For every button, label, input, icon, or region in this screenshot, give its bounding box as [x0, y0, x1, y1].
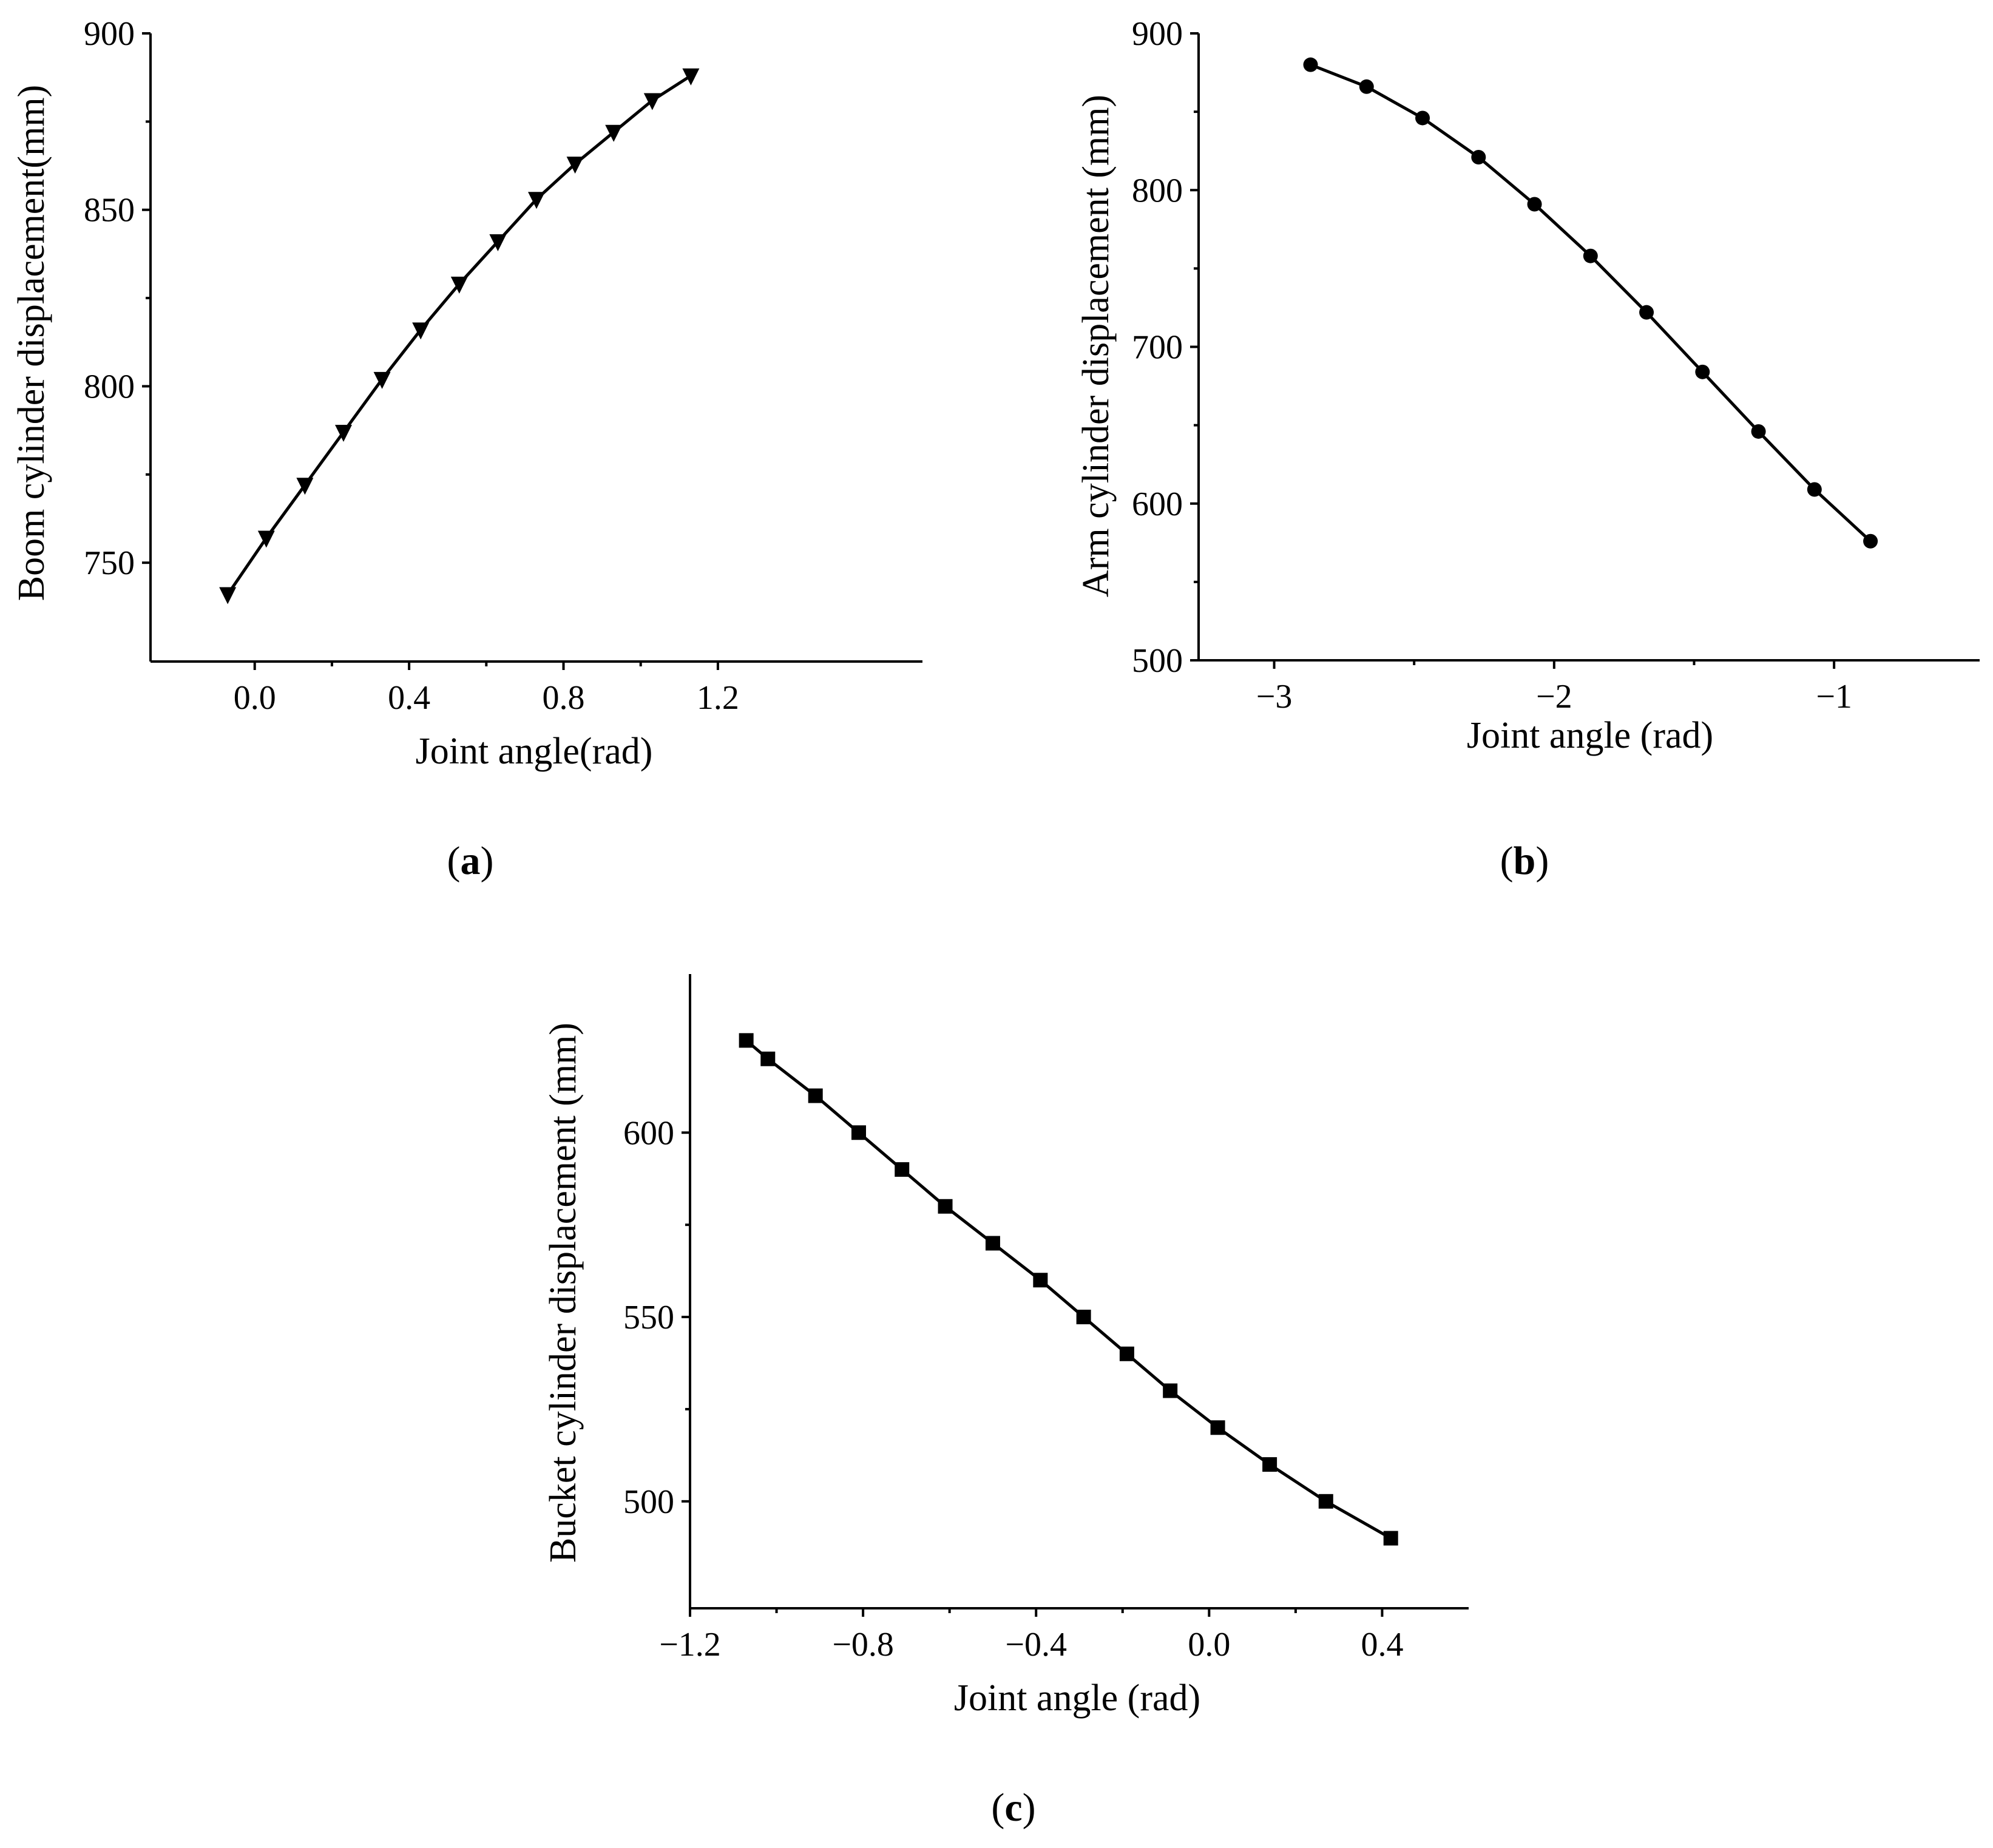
panel-c-data-point: [1163, 1383, 1178, 1398]
panel-c-y-tick-label: 550: [623, 1299, 674, 1336]
panel-c-data-point: [739, 1033, 754, 1048]
panel-b-y-tick-label: 700: [1132, 329, 1183, 367]
panel-b-data-point: [1751, 424, 1766, 439]
panel-b-x-tick-label: −2: [1536, 678, 1572, 716]
panel-a-y-tick-label: 850: [84, 192, 135, 229]
panel-b-data-point: [1863, 533, 1878, 549]
panel-a-x-tick-label: 1.2: [697, 679, 739, 717]
panel-b-data-point: [1359, 79, 1374, 94]
panel-c-x-tick-label: −0.8: [832, 1626, 894, 1664]
panel-b-data-point: [1639, 305, 1654, 320]
panel-a-data-point: [335, 425, 352, 442]
panel-a-label-letter: a: [461, 839, 481, 883]
panel-a-data-point: [528, 192, 545, 209]
panel-b-ylabel: Arm cylinder displacement (mm): [1075, 95, 1117, 597]
panel-b-y-tick-label: 500: [1132, 642, 1183, 680]
panel-b-label-letter: b: [1514, 839, 1536, 883]
panel-b-data-point: [1303, 57, 1318, 72]
panel-a-data-point: [682, 68, 700, 86]
panel-a-label: (a): [447, 839, 494, 883]
panel-c-data-point: [985, 1236, 1000, 1251]
panel-a-y-tick-label: 800: [84, 368, 135, 405]
panel-a-x-tick-label: 0.4: [388, 679, 430, 717]
panel-b-xlabel: Joint angle (rad): [1467, 715, 1713, 756]
panel-a-data-point: [450, 276, 468, 294]
panel-c-xlabel: Joint angle (rad): [954, 1677, 1200, 1719]
panel-a-data-point: [257, 530, 275, 548]
panel-c-y-tick-label: 600: [623, 1114, 674, 1152]
panel-b-y-tick-label: 600: [1132, 486, 1183, 523]
panel-b-y-tick-label: 900: [1132, 15, 1183, 53]
panel-a-data-point: [643, 93, 661, 110]
panel-b-y-tick-label: 800: [1132, 172, 1183, 209]
panel-c-data-point: [760, 1051, 776, 1066]
panel-c-label-letter: c: [1004, 1785, 1022, 1830]
panel-b-data-point: [1583, 248, 1598, 263]
panel-a-xlabel: Joint angle(rad): [416, 731, 653, 772]
panel-a-y-tick-label: 900: [84, 15, 135, 53]
panel-b-data-point: [1695, 364, 1710, 379]
panel-c-ylabel: Bucket cylinder displacement (mm): [543, 1023, 584, 1563]
panel-a-ylabel: Boom cylinder displacement(mm): [11, 85, 52, 601]
panel-a-data-point: [412, 322, 430, 340]
panel-a-data-point: [373, 371, 391, 389]
panel-a: 0.0 0.4 0.8 1.2 750 800 850 900 Joint angle(rad…: [11, 15, 922, 883]
panel-c-data-point: [1076, 1310, 1091, 1325]
panel-c-data-point: [1262, 1457, 1277, 1472]
panel-c-x-tick-label: 0.0: [1188, 1626, 1230, 1664]
panel-a-data-point: [219, 587, 237, 604]
panel-a-plot: 0.0 0.4 0.8 1.2 750 800 850 900: [84, 15, 922, 717]
panel-c-data-point: [808, 1088, 823, 1103]
panel-a-y-tick-label: 750: [84, 544, 135, 582]
panel-b-data-point: [1471, 150, 1486, 165]
panel-c-data-point: [1033, 1273, 1048, 1288]
panel-a-x-tick-label: 0.0: [234, 679, 276, 717]
panel-c-x-tick-label: −0.4: [1005, 1626, 1067, 1664]
panel-b-plot: −3 −2 −1 500 600 700 800 900: [1132, 15, 1980, 716]
panel-c-y-tick-label: 500: [623, 1483, 674, 1521]
panel-b-x-tick-label: −1: [1816, 678, 1852, 716]
panel-a-data-point: [566, 157, 584, 174]
panel-c-data-point: [1210, 1420, 1225, 1435]
panel-b-data-point: [1807, 482, 1822, 497]
panel-c-plot: −1.2 −0.8 −0.4 0.0 0.4 500 550 600: [623, 974, 1469, 1664]
panel-a-data-point: [296, 478, 314, 495]
panel-b-x-tick-label: −3: [1256, 678, 1293, 716]
panel-c-label: (c): [991, 1785, 1035, 1830]
panel-c-data-point: [1318, 1494, 1333, 1509]
panel-c: −1.2 −0.8 −0.4 0.0 0.4 500 550 600 Joint angle …: [543, 974, 1469, 1830]
panel-c-data-point: [938, 1199, 953, 1214]
panel-b-data-point: [1527, 197, 1542, 212]
panel-c-data-point: [851, 1125, 866, 1140]
panel-c-data-point: [1119, 1346, 1134, 1361]
panel-a-data-point: [605, 124, 623, 142]
panel-b-data-point: [1415, 110, 1430, 126]
panel-b-label: (b): [1500, 839, 1549, 883]
panel-c-data-point: [1383, 1531, 1398, 1546]
panel-a-x-tick-label: 0.8: [543, 679, 585, 717]
panel-c-data-point: [895, 1162, 910, 1177]
panel-a-data-point: [489, 234, 507, 252]
panel-c-x-tick-label: 0.4: [1361, 1626, 1403, 1664]
panel-c-x-tick-label: −1.2: [659, 1626, 721, 1664]
